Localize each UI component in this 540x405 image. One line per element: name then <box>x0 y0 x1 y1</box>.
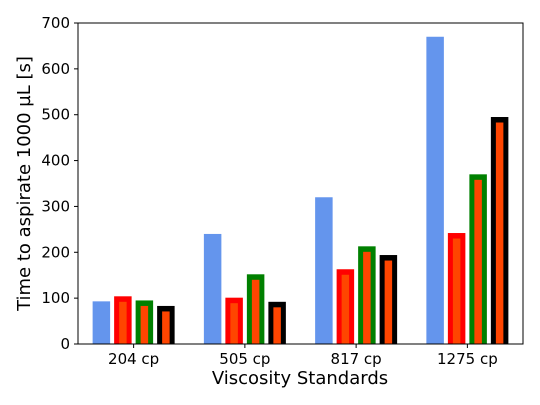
bar-inner-s3-1275-cp <box>474 179 482 344</box>
bar-inner-s3-204-cp <box>140 305 149 344</box>
x-tick-label: 1275 cp <box>437 350 498 368</box>
bar-inner-s4-204-cp <box>162 311 170 344</box>
y-tick-label: 400 <box>41 152 70 170</box>
x-axis: 204 cp 505 cp 817 cp 1275 cp <box>108 344 498 368</box>
bar-inner-s4-505-cp <box>273 307 281 344</box>
bar-inner-s2-204-cp <box>119 301 127 344</box>
x-tick-label: 505 cp <box>219 350 270 368</box>
y-tick-label: 200 <box>41 243 70 261</box>
bar-inner-s3-817-cp <box>363 251 371 344</box>
y-tick-label: 100 <box>41 289 70 307</box>
bar-s1-204-cp <box>92 301 111 344</box>
bar-inner-s2-817-cp <box>341 274 350 344</box>
bar-s1-817-cp <box>315 197 333 344</box>
x-tick-label: 204 cp <box>108 350 159 368</box>
bar-inner-s4-817-cp <box>384 260 393 344</box>
bar-inner-s2-505-cp <box>230 303 238 344</box>
plot-frame <box>77 22 524 345</box>
y-tick-label: 300 <box>41 197 70 215</box>
x-axis-label: Viscosity Standards <box>212 368 388 389</box>
bar-inner-s3-505-cp <box>251 279 260 344</box>
y-tick-label: 500 <box>41 106 70 124</box>
bar-inner-s2-1275-cp <box>452 238 461 344</box>
bar-s1-1275-cp <box>426 36 444 344</box>
y-axis-label: Time to aspirate 1000 µL [s] <box>14 56 35 312</box>
bars-layer <box>92 36 509 344</box>
y-axis: 0 100 200 300 400 500 600 700 <box>41 14 78 353</box>
y-tick-label: 600 <box>41 60 70 78</box>
bar-s1-505-cp <box>203 233 222 344</box>
y-tick-label: 0 <box>60 335 70 353</box>
bar-inner-s4-1275-cp <box>495 122 504 344</box>
y-tick-label: 700 <box>41 14 70 32</box>
x-tick-label: 817 cp <box>331 350 382 368</box>
